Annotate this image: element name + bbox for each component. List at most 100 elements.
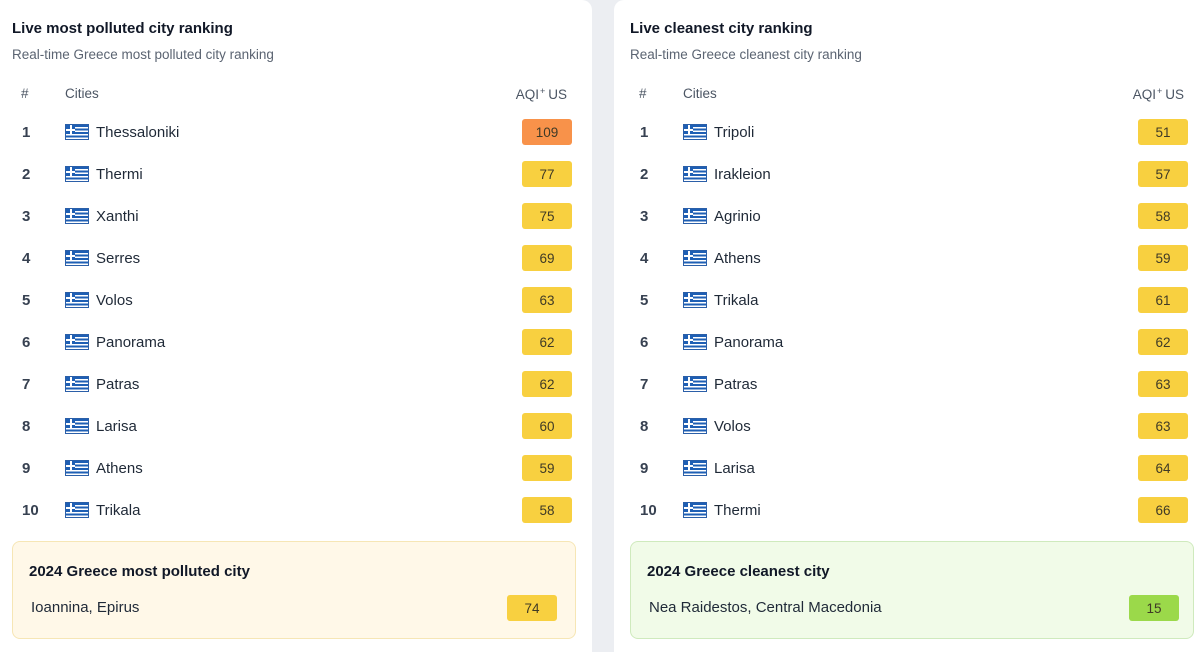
aqi-badge: 62 — [522, 329, 572, 355]
aqi-badge: 51 — [1138, 119, 1188, 145]
table-row[interactable]: 10 Trikala 58 — [0, 490, 592, 532]
table-row[interactable]: 5 Trikala 61 — [614, 280, 1202, 322]
table-row[interactable]: 1 Thessaloniki 109 — [0, 112, 592, 154]
table-row[interactable]: 6 Panorama 62 — [0, 322, 592, 364]
city-name-link[interactable]: Volos — [714, 418, 751, 435]
aqi-badge: 77 — [522, 161, 572, 187]
summary-aqi-badge: 74 — [507, 595, 557, 621]
aqi-badge: 58 — [522, 497, 572, 523]
rank-number: 1 — [22, 124, 31, 141]
city-name-link[interactable]: Xanthi — [96, 208, 139, 225]
aqi-badge: 59 — [522, 455, 572, 481]
greece-flag-icon — [65, 208, 89, 224]
column-header-cities: Cities — [65, 86, 99, 101]
aqi-badge: 66 — [1138, 497, 1188, 523]
city-name-link[interactable]: Larisa — [714, 460, 755, 477]
rank-number: 1 — [640, 124, 649, 141]
table-row[interactable]: 5 Volos 63 — [0, 280, 592, 322]
ranking-list: 1 Tripoli 51 2 Irakleion 57 3 Agrinio 58 4 Athens 5… — [614, 112, 1202, 532]
city-name-link[interactable]: Serres — [96, 250, 141, 267]
city-name-link[interactable]: Trikala — [714, 292, 759, 309]
table-row[interactable]: 3 Xanthi 75 — [0, 196, 592, 238]
greece-flag-icon — [65, 502, 89, 518]
aqi-unit: US — [548, 87, 567, 102]
aqi-badge: 64 — [1138, 455, 1188, 481]
table-row[interactable]: 4 Athens 59 — [614, 238, 1202, 280]
greece-flag-icon — [683, 460, 707, 476]
aqi-unit: US — [1165, 87, 1184, 102]
table-row[interactable]: 2 Thermi 77 — [0, 154, 592, 196]
city-name-link[interactable]: Thermi — [714, 502, 761, 519]
city-name-link[interactable]: Patras — [714, 376, 758, 393]
rank-number: 5 — [22, 292, 31, 309]
city-name-link[interactable]: Tripoli — [714, 124, 755, 141]
aqi-badge: 61 — [1138, 287, 1188, 313]
table-row[interactable]: 7 Patras 63 — [614, 364, 1202, 406]
greece-flag-icon — [65, 292, 89, 308]
table-row[interactable]: 3 Agrinio 58 — [614, 196, 1202, 238]
table-row[interactable]: 9 Larisa 64 — [614, 448, 1202, 490]
city-name-link[interactable]: Thessaloniki — [96, 124, 180, 141]
rank-number: 2 — [640, 166, 649, 183]
summary-title: 2024 Greece most polluted city — [29, 563, 250, 580]
yearly-most-polluted-summary[interactable]: 2024 Greece most polluted city Ioannina,… — [12, 541, 576, 639]
table-row[interactable]: 10 Thermi 66 — [614, 490, 1202, 532]
card-title: Live cleanest city ranking — [630, 20, 813, 37]
rank-number: 4 — [22, 250, 31, 267]
greece-flag-icon — [683, 292, 707, 308]
aqi-badge: 63 — [1138, 371, 1188, 397]
greece-flag-icon — [683, 418, 707, 434]
rank-number: 8 — [22, 418, 31, 435]
table-header: # Cities AQI+ US — [0, 86, 592, 104]
card-subtitle: Real-time Greece most polluted city rank… — [12, 47, 274, 62]
city-name-link[interactable]: Panorama — [96, 334, 166, 351]
rank-number: 3 — [640, 208, 649, 225]
summary-city-link[interactable]: Nea Raidestos, Central Macedonia — [649, 599, 882, 616]
table-row[interactable]: 8 Volos 63 — [614, 406, 1202, 448]
table-row[interactable]: 4 Serres 69 — [0, 238, 592, 280]
aqi-badge: 75 — [522, 203, 572, 229]
greece-flag-icon — [683, 250, 707, 266]
city-name-link[interactable]: Trikala — [96, 502, 141, 519]
rank-number: 5 — [640, 292, 649, 309]
aqi-badge: 58 — [1138, 203, 1188, 229]
rank-number: 8 — [640, 418, 649, 435]
yearly-cleanest-summary[interactable]: 2024 Greece cleanest city Nea Raidestos,… — [630, 541, 1194, 639]
aqi-badge: 57 — [1138, 161, 1188, 187]
greece-flag-icon — [65, 418, 89, 434]
aqi-plus-icon: + — [1156, 86, 1163, 96]
rank-number: 2 — [22, 166, 31, 183]
city-name-link[interactable]: Athens — [96, 460, 143, 477]
aqi-label: AQI — [515, 87, 539, 102]
city-name-link[interactable]: Panorama — [714, 334, 784, 351]
rank-number: 7 — [22, 376, 31, 393]
summary-city-link[interactable]: Ioannina, Epirus — [31, 599, 140, 616]
table-row[interactable]: 2 Irakleion 57 — [614, 154, 1202, 196]
greece-flag-icon — [683, 208, 707, 224]
table-row[interactable]: 8 Larisa 60 — [0, 406, 592, 448]
table-row[interactable]: 7 Patras 62 — [0, 364, 592, 406]
greece-flag-icon — [65, 166, 89, 182]
table-row[interactable]: 9 Athens 59 — [0, 448, 592, 490]
greece-flag-icon — [65, 376, 89, 392]
cleanest-card: Live cleanest city ranking Real-time Gre… — [614, 0, 1202, 652]
greece-flag-icon — [683, 166, 707, 182]
table-row[interactable]: 6 Panorama 62 — [614, 322, 1202, 364]
table-row[interactable]: 1 Tripoli 51 — [614, 112, 1202, 154]
city-name-link[interactable]: Athens — [714, 250, 761, 267]
column-header-rank: # — [639, 86, 647, 101]
aqi-plus-icon: + — [539, 86, 546, 96]
city-name-link[interactable]: Thermi — [96, 166, 143, 183]
greece-flag-icon — [65, 334, 89, 350]
column-header-aqi: AQI+ US — [1133, 86, 1184, 102]
city-name-link[interactable]: Volos — [96, 292, 133, 309]
city-name-link[interactable]: Irakleion — [714, 166, 771, 183]
aqi-badge: 63 — [522, 287, 572, 313]
greece-flag-icon — [683, 124, 707, 140]
summary-aqi-badge: 15 — [1129, 595, 1179, 621]
city-name-link[interactable]: Agrinio — [714, 208, 761, 225]
column-header-cities: Cities — [683, 86, 717, 101]
card-title: Live most polluted city ranking — [12, 20, 233, 37]
city-name-link[interactable]: Larisa — [96, 418, 137, 435]
city-name-link[interactable]: Patras — [96, 376, 140, 393]
